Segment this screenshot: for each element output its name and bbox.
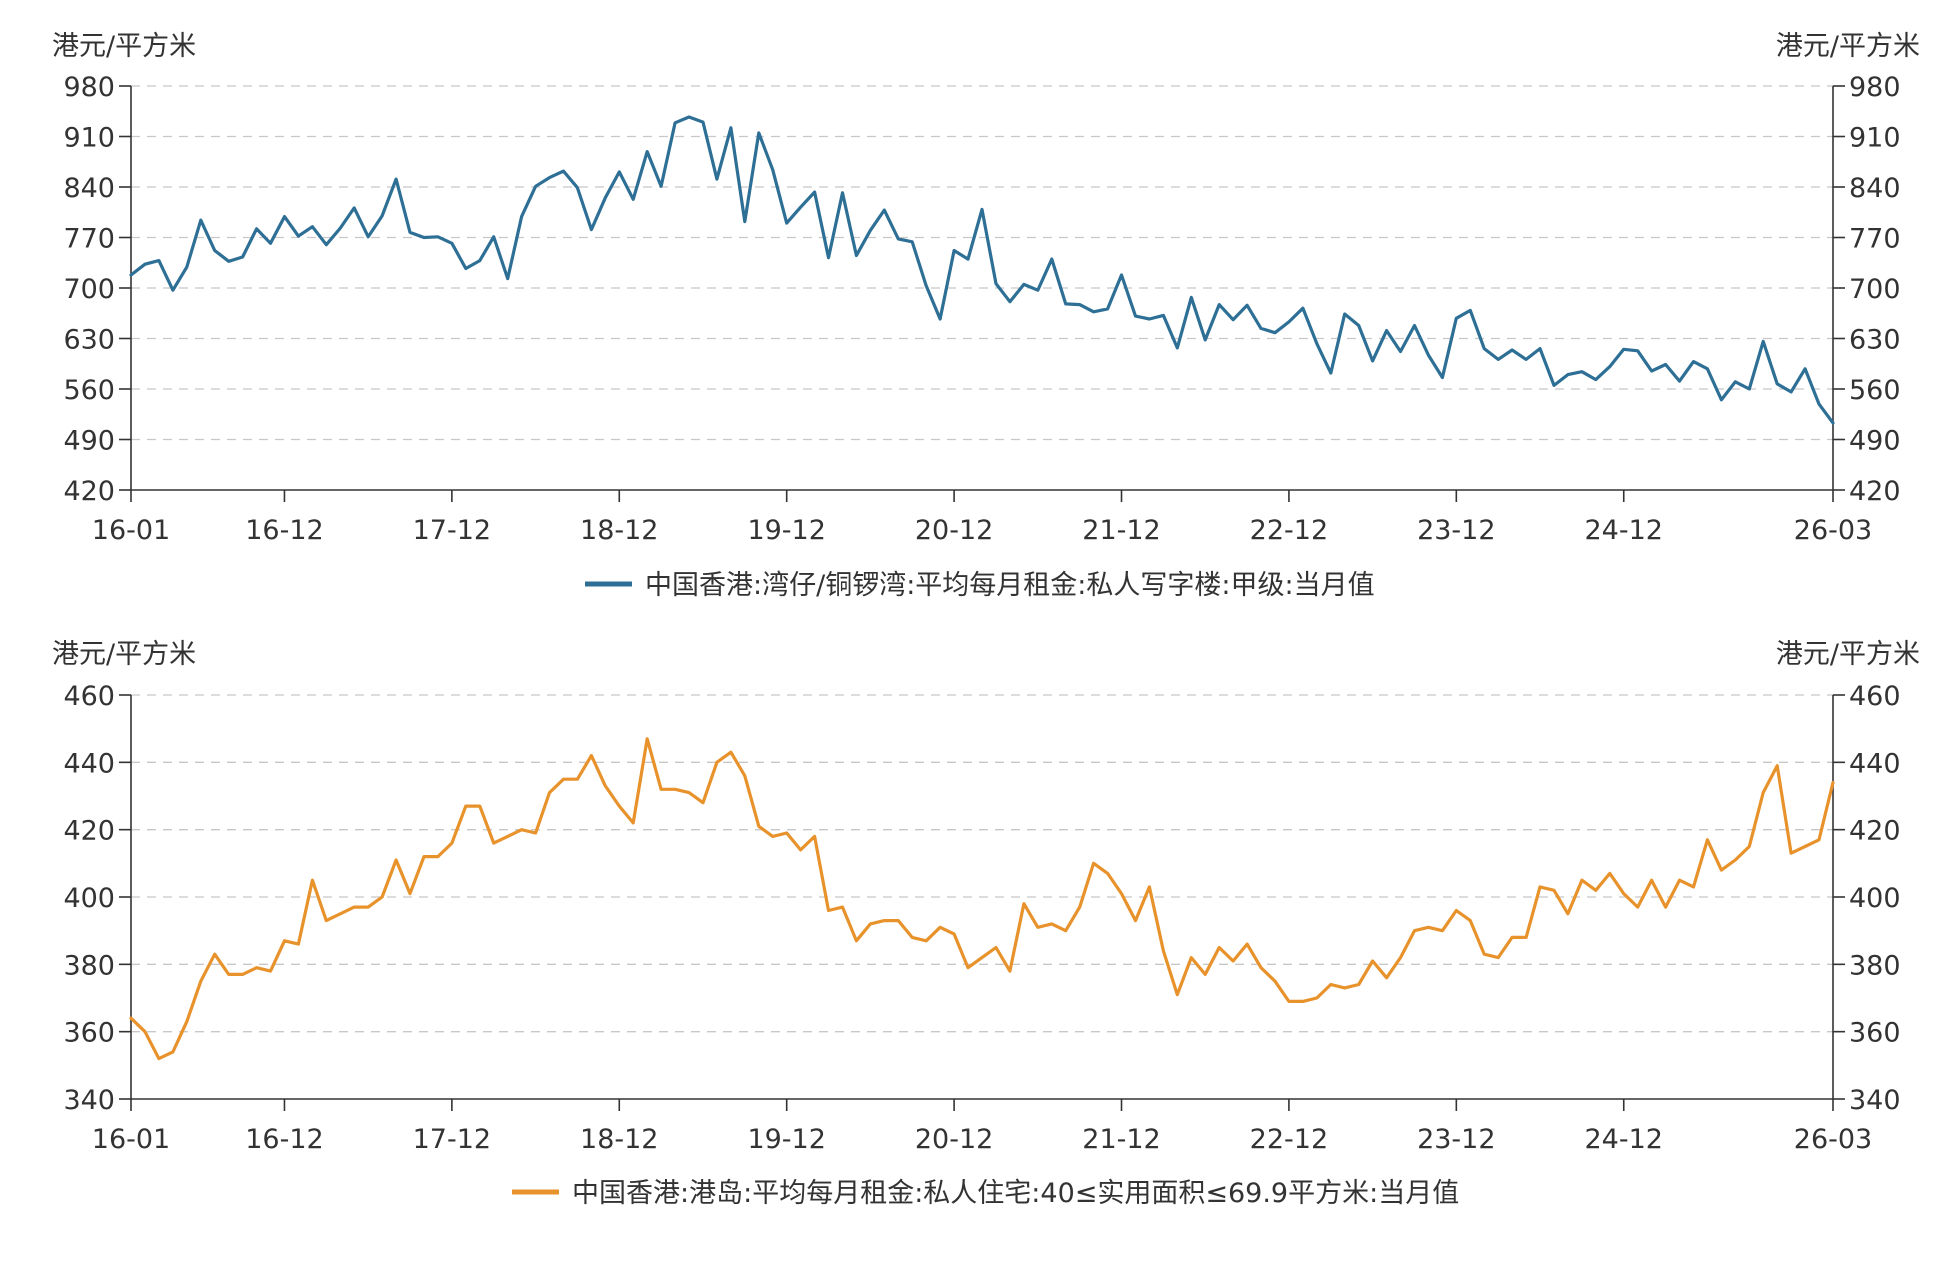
x-tick-label: 17-12 <box>413 515 491 546</box>
x-tick-label: 16-12 <box>245 515 323 546</box>
chart-1-legend[interactable]: 中国香港:港岛:平均每月租金:私人住宅:40≤实用面积≤69.9平方米:当月值 <box>512 1178 1459 1209</box>
chart-1-legend-label: 中国香港:港岛:平均每月租金:私人住宅:40≤实用面积≤69.9平方米:当月值 <box>572 1178 1459 1209</box>
y-tick-label-left: 840 <box>63 173 115 204</box>
x-tick-label: 24-12 <box>1585 1124 1663 1155</box>
y-tick-label-left: 400 <box>63 883 115 914</box>
y-tick-label-right: 490 <box>1849 426 1901 457</box>
y-tick-label-left: 490 <box>63 426 115 457</box>
y-tick-label-left: 420 <box>63 476 115 507</box>
chart-0-y-unit-left: 港元/平方米 <box>52 31 196 62</box>
y-tick-label-right: 630 <box>1849 325 1901 356</box>
x-tick-label: 20-12 <box>915 515 993 546</box>
chart-1-y-unit-right: 港元/平方米 <box>1776 639 1920 670</box>
chart-1-axes <box>119 694 1845 1111</box>
chart-0-axes <box>119 85 1845 502</box>
x-tick-label: 26-03 <box>1794 515 1872 546</box>
chart-1-gridlines <box>131 694 1833 1033</box>
y-tick-label-left: 440 <box>63 748 115 779</box>
x-tick-label: 16-01 <box>92 515 170 546</box>
y-tick-label-right: 340 <box>1849 1085 1901 1116</box>
y-tick-label-right: 360 <box>1849 1018 1901 1049</box>
x-tick-label: 20-12 <box>915 1124 993 1155</box>
y-tick-label-right: 840 <box>1849 173 1901 204</box>
y-tick-label-right: 440 <box>1849 748 1901 779</box>
y-tick-label-left: 700 <box>63 274 115 305</box>
y-tick-label-right: 460 <box>1849 681 1901 712</box>
x-tick-label: 23-12 <box>1417 1124 1495 1155</box>
chart-0-legend[interactable]: 中国香港:湾仔/铜锣湾:平均每月租金:私人写字楼:甲级:当月值 <box>585 570 1375 601</box>
chart-0-x-ticks: 16-01 16-12 17-12 18-12 19-12 20-12 21-12 22-12… <box>92 515 1872 546</box>
chart-0-y-ticks-left: 420 490 560 630 700 770 840 910 980 <box>63 72 115 507</box>
chart-1-y-ticks-right: 340 360 380 400 420 440 460 <box>1849 681 1901 1116</box>
y-tick-label-left: 420 <box>63 816 115 847</box>
y-tick-label-left: 980 <box>63 72 115 103</box>
y-tick-label-left: 340 <box>63 1085 115 1116</box>
x-tick-label: 24-12 <box>1585 515 1663 546</box>
chart-1-y-unit-left: 港元/平方米 <box>52 639 196 670</box>
y-tick-label-right: 770 <box>1849 224 1901 255</box>
series-line[interactable] <box>129 737 1835 1061</box>
chart-0-gridlines <box>131 85 1833 441</box>
x-tick-label: 23-12 <box>1417 515 1495 546</box>
y-tick-label-right: 420 <box>1849 816 1901 847</box>
y-tick-label-right: 910 <box>1849 123 1901 154</box>
x-tick-label: 22-12 <box>1250 515 1328 546</box>
chart-0-y-unit-right: 港元/平方米 <box>1776 31 1920 62</box>
x-tick-label: 17-12 <box>413 1124 491 1155</box>
y-tick-label-right: 560 <box>1849 375 1901 406</box>
x-tick-label: 19-12 <box>747 515 825 546</box>
chart-1-series <box>129 737 1835 1061</box>
x-tick-label: 21-12 <box>1082 1124 1160 1155</box>
x-tick-label: 22-12 <box>1250 1124 1328 1155</box>
y-tick-label-left: 360 <box>63 1018 115 1049</box>
chart-0-series <box>129 115 1835 425</box>
y-tick-label-right: 420 <box>1849 476 1901 507</box>
x-tick-label: 21-12 <box>1082 515 1160 546</box>
chart-0-legend-label: 中国香港:湾仔/铜锣湾:平均每月租金:私人写字楼:甲级:当月值 <box>645 570 1375 601</box>
y-tick-label-left: 560 <box>63 375 115 406</box>
x-tick-label: 16-01 <box>92 1124 170 1155</box>
series-line[interactable] <box>129 115 1835 425</box>
x-tick-label: 18-12 <box>580 1124 658 1155</box>
x-tick-label: 18-12 <box>580 515 658 546</box>
y-tick-label-left: 380 <box>63 950 115 981</box>
y-tick-label-left: 460 <box>63 681 115 712</box>
y-tick-label-right: 700 <box>1849 274 1901 305</box>
x-tick-label: 16-12 <box>245 1124 323 1155</box>
y-tick-label-left: 910 <box>63 123 115 154</box>
chart-office-rent: 港元/平方米 港元/平方米 420 490 560 630 700 770 840 910 98… <box>52 31 1920 601</box>
y-tick-label-right: 980 <box>1849 72 1901 103</box>
chart-1-x-ticks: 16-01 16-12 17-12 18-12 19-12 20-12 21-12 22-12… <box>92 1124 1872 1155</box>
y-tick-label-left: 630 <box>63 325 115 356</box>
y-tick-label-left: 770 <box>63 224 115 255</box>
chart-1-y-ticks-left: 340 360 380 400 420 440 460 <box>63 681 115 1116</box>
y-tick-label-right: 400 <box>1849 883 1901 914</box>
y-tick-label-right: 380 <box>1849 950 1901 981</box>
x-tick-label: 26-03 <box>1794 1124 1872 1155</box>
x-tick-label: 19-12 <box>747 1124 825 1155</box>
chart-0-y-ticks-right: 420 490 560 630 700 770 840 910 980 <box>1849 72 1901 507</box>
